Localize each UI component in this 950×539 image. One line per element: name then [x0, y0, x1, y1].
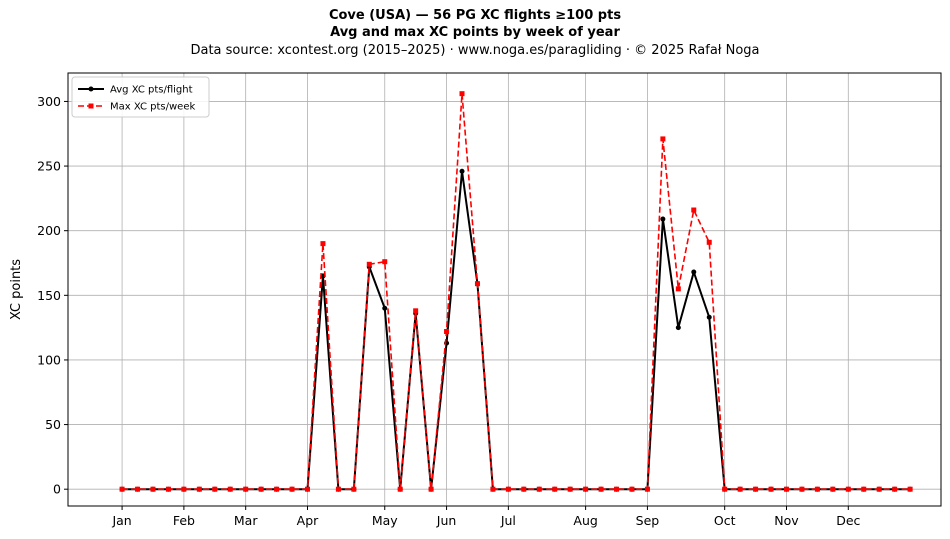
- data-point-max: [830, 486, 836, 492]
- data-point-avg: [459, 168, 465, 174]
- data-point-max: [753, 486, 759, 492]
- y-tick-label: 150: [37, 288, 61, 303]
- data-point-max: [397, 486, 403, 492]
- data-point-max: [660, 136, 666, 142]
- data-point-max: [629, 486, 635, 492]
- data-point-max: [521, 486, 527, 492]
- data-point-max: [814, 486, 820, 492]
- x-tick-label: Apr: [297, 513, 319, 528]
- x-tick-label: Dec: [836, 513, 860, 528]
- x-tick-label: May: [372, 513, 398, 528]
- x-tick-label: Jul: [500, 513, 516, 528]
- chart-source-line: Data source: xcontest.org (2015–2025) · …: [190, 43, 760, 58]
- data-point-avg: [675, 325, 681, 331]
- series-line-max: [122, 92, 911, 491]
- data-point-max: [444, 329, 450, 335]
- data-point-max: [274, 486, 280, 492]
- data-point-max: [428, 486, 434, 492]
- data-point-max: [304, 486, 310, 492]
- data-point-max: [706, 239, 712, 245]
- y-tick-label: 200: [37, 223, 61, 238]
- legend-marker: [88, 86, 94, 92]
- data-point-max: [212, 486, 218, 492]
- legend-label: Max XC pts/week: [110, 102, 195, 113]
- chart-subtitle: Avg and max XC points by week of year: [330, 25, 620, 40]
- y-axis-label: XC points: [9, 259, 24, 320]
- data-point-max: [799, 486, 805, 492]
- data-point-max: [165, 486, 171, 492]
- data-point-max: [783, 486, 789, 492]
- data-point-max: [459, 91, 465, 97]
- data-point-max: [366, 261, 372, 267]
- data-point-max: [614, 486, 620, 492]
- data-point-max: [196, 486, 202, 492]
- x-tick-label: Aug: [573, 513, 597, 528]
- data-point-max: [119, 486, 125, 492]
- data-point-max: [227, 486, 233, 492]
- y-tick-label: 0: [53, 482, 61, 497]
- data-point-max: [505, 486, 511, 492]
- data-point-max: [907, 486, 913, 492]
- data-point-max: [892, 486, 898, 492]
- data-point-max: [135, 486, 141, 492]
- data-point-max: [320, 241, 326, 247]
- data-point-avg: [660, 216, 666, 222]
- plot-frame: [67, 72, 942, 507]
- data-point-max: [691, 207, 697, 213]
- data-point-max: [150, 486, 156, 492]
- x-tick-label: Mar: [234, 513, 258, 528]
- data-point-max: [289, 486, 295, 492]
- data-point-max: [845, 486, 851, 492]
- data-point-avg: [706, 314, 712, 320]
- data-point-max: [861, 486, 867, 492]
- legend-label: Avg XC pts/flight: [110, 85, 193, 96]
- legend-marker: [88, 103, 94, 109]
- data-point-max: [876, 486, 882, 492]
- x-tick-label: Sep: [636, 513, 660, 528]
- data-point-max: [598, 486, 604, 492]
- data-point-max: [351, 486, 357, 492]
- data-point-max: [675, 286, 681, 292]
- legend-box: [71, 76, 210, 118]
- data-point-max: [413, 308, 419, 314]
- data-point-max: [768, 486, 774, 492]
- data-point-max: [258, 486, 264, 492]
- data-point-max: [335, 486, 341, 492]
- y-tick-label: 50: [45, 417, 61, 432]
- y-tick-label: 100: [37, 352, 61, 367]
- data-point-max: [382, 259, 388, 265]
- x-tick-label: Oct: [714, 513, 736, 528]
- data-point-max: [181, 486, 187, 492]
- data-point-max: [722, 486, 728, 492]
- x-tick-label: Feb: [173, 513, 195, 528]
- y-tick-label: 300: [37, 94, 61, 109]
- data-point-max: [644, 486, 650, 492]
- data-point-max: [490, 486, 496, 492]
- data-point-max: [583, 486, 589, 492]
- data-point-avg: [382, 305, 388, 311]
- x-tick-label: Jun: [436, 513, 457, 528]
- x-tick-label: Nov: [774, 513, 799, 528]
- data-point-max: [567, 486, 573, 492]
- data-point-max: [243, 486, 249, 492]
- data-point-max: [474, 281, 480, 287]
- data-point-avg: [691, 269, 697, 275]
- series-line-avg: [122, 170, 911, 491]
- chart-title: Cove (USA) — 56 PG XC flights ≥100 pts: [328, 8, 622, 23]
- x-tick-label: Jan: [111, 513, 131, 528]
- data-point-max: [737, 486, 743, 492]
- y-tick-label: 250: [37, 159, 61, 174]
- data-point-max: [552, 486, 558, 492]
- data-point-max: [536, 486, 542, 492]
